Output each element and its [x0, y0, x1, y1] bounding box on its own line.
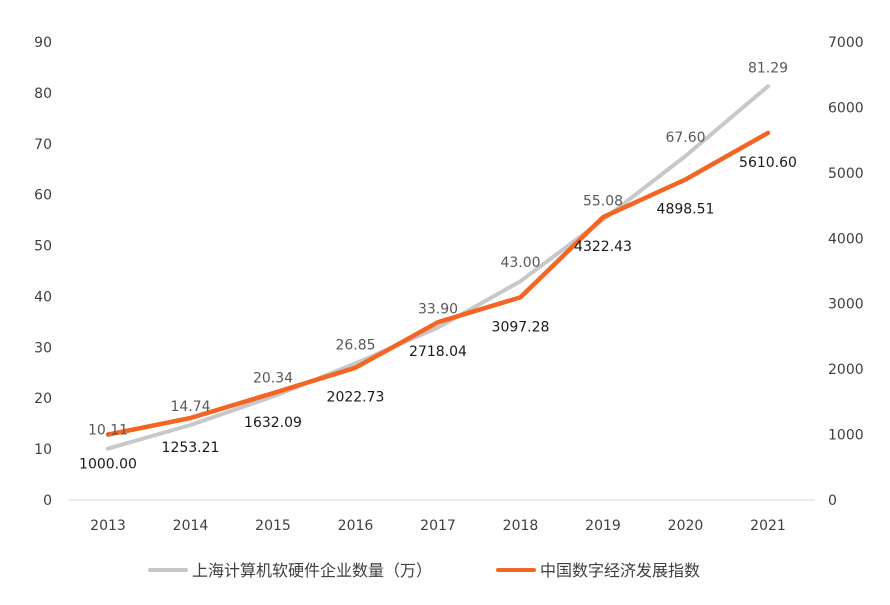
data-label-digital-economy-index: 1253.21	[162, 440, 220, 456]
series-lines	[105, 84, 771, 451]
left-tick-label: 70	[34, 137, 52, 153]
x-tick-label: 2021	[750, 518, 786, 534]
data-label-digital-economy-index: 1632.09	[244, 415, 302, 431]
data-label-enterprises: 33.90	[418, 301, 458, 317]
legend-label-enterprises: 上海计算机软硬件企业数量（万）	[192, 561, 432, 580]
data-label-digital-economy-index: 2718.04	[409, 344, 467, 360]
data-label-enterprises: 67.60	[665, 130, 705, 146]
x-axis: 2013 2014 2015 2016 2017 2018 2019 2020 2021	[90, 518, 786, 534]
left-tick-label: 90	[34, 35, 52, 51]
left-tick-label: 60	[34, 188, 52, 204]
left-tick-label: 20	[34, 391, 52, 407]
right-y-axis: 0 1000 2000 3000 4000 5000 6000 7000	[828, 35, 864, 509]
data-label-digital-economy-index: 1000.00	[79, 457, 137, 473]
left-tick-label: 30	[34, 340, 52, 356]
x-tick-label: 2018	[503, 518, 539, 534]
left-tick-label: 0	[43, 493, 52, 509]
x-tick-label: 2016	[338, 518, 374, 534]
left-tick-label: 10	[34, 442, 52, 458]
data-label-enterprises: 55.08	[583, 194, 623, 210]
right-tick-label: 6000	[828, 100, 864, 116]
x-tick-label: 2020	[668, 518, 704, 534]
legend: 上海计算机软硬件企业数量（万） 中国数字经济发展指数	[148, 561, 700, 580]
data-label-digital-economy-index: 5610.60	[739, 155, 797, 171]
data-label-digital-economy-index: 4322.43	[574, 239, 632, 255]
left-tick-label: 40	[34, 289, 52, 305]
data-label-digital-economy-index: 3097.28	[492, 319, 550, 335]
x-tick-label: 2015	[255, 518, 291, 534]
legend-label-digital-economy-index: 中国数字经济发展指数	[540, 561, 700, 580]
series-line-digital-economy-index	[105, 130, 771, 437]
left-tick-label: 50	[34, 239, 52, 255]
x-tick-label: 2014	[173, 518, 209, 534]
right-tick-label: 3000	[828, 297, 864, 313]
x-tick-label: 2019	[585, 518, 621, 534]
right-tick-label: 7000	[828, 35, 864, 51]
data-label-enterprises: 10.11	[88, 423, 128, 439]
data-labels: 10.11 14.74 20.34 26.85 33.90 43.00 55.08 67.60…	[79, 60, 797, 472]
right-tick-label: 1000	[828, 428, 864, 444]
left-tick-label: 80	[34, 86, 52, 102]
series-line-enterprises	[106, 84, 770, 451]
right-tick-label: 4000	[828, 231, 864, 247]
left-y-axis: 0 10 20 30 40 50 60 70 80 90	[34, 35, 52, 509]
data-label-enterprises: 26.85	[335, 337, 375, 353]
data-label-enterprises: 43.00	[500, 255, 540, 271]
data-label-enterprises: 14.74	[170, 399, 210, 415]
right-tick-label: 5000	[828, 166, 864, 182]
x-tick-label: 2017	[420, 518, 456, 534]
x-tick-label: 2013	[90, 518, 126, 534]
data-label-digital-economy-index: 4898.51	[657, 201, 715, 217]
right-tick-label: 0	[828, 493, 837, 509]
data-label-enterprises: 20.34	[253, 370, 293, 386]
data-label-digital-economy-index: 2022.73	[327, 390, 385, 406]
data-label-enterprises: 81.29	[748, 60, 788, 76]
right-tick-label: 2000	[828, 362, 864, 378]
